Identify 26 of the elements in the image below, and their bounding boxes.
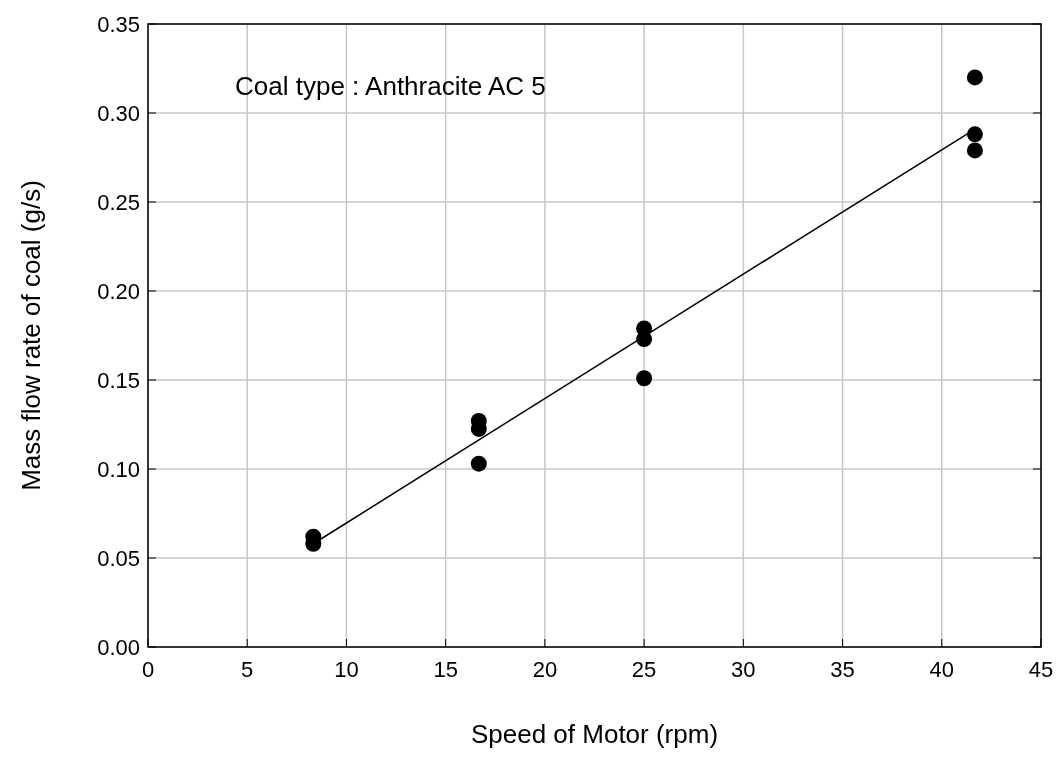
y-tick-label: 0.25 [97,190,140,215]
y-tick-label: 0.05 [97,546,140,571]
x-tick-label: 15 [433,657,458,682]
x-tick-label: 5 [241,657,254,682]
x-tick-label: 20 [532,657,558,682]
point [966,126,983,143]
x-axis-title: Speed of Motor (rpm) [470,719,719,749]
point [636,370,653,387]
y-tick-label: 0.20 [97,279,140,304]
x-tick-label: 30 [731,657,756,682]
y-axis-title: Mass flow rate of coal (g/s) [16,180,46,491]
x-tick-label: 0 [141,657,155,682]
annotation: Coal type : Anthracite AC 5 [235,71,546,101]
x-tick-label: 25 [631,657,657,682]
point [966,142,983,159]
y-tick-label: 0.15 [97,368,140,393]
y-tick-label: 0.10 [97,457,140,482]
x-tick-label: 10 [334,657,359,682]
y-tick-label: 0.00 [97,635,140,660]
y-tick-label: 0.35 [97,12,140,37]
point [470,455,487,472]
x-tick-label: 35 [830,657,855,682]
point [966,69,983,86]
x-tick-label: 45 [1028,657,1054,682]
x-tick-label: 40 [929,657,955,682]
y-tick-label: 0.30 [97,101,140,126]
